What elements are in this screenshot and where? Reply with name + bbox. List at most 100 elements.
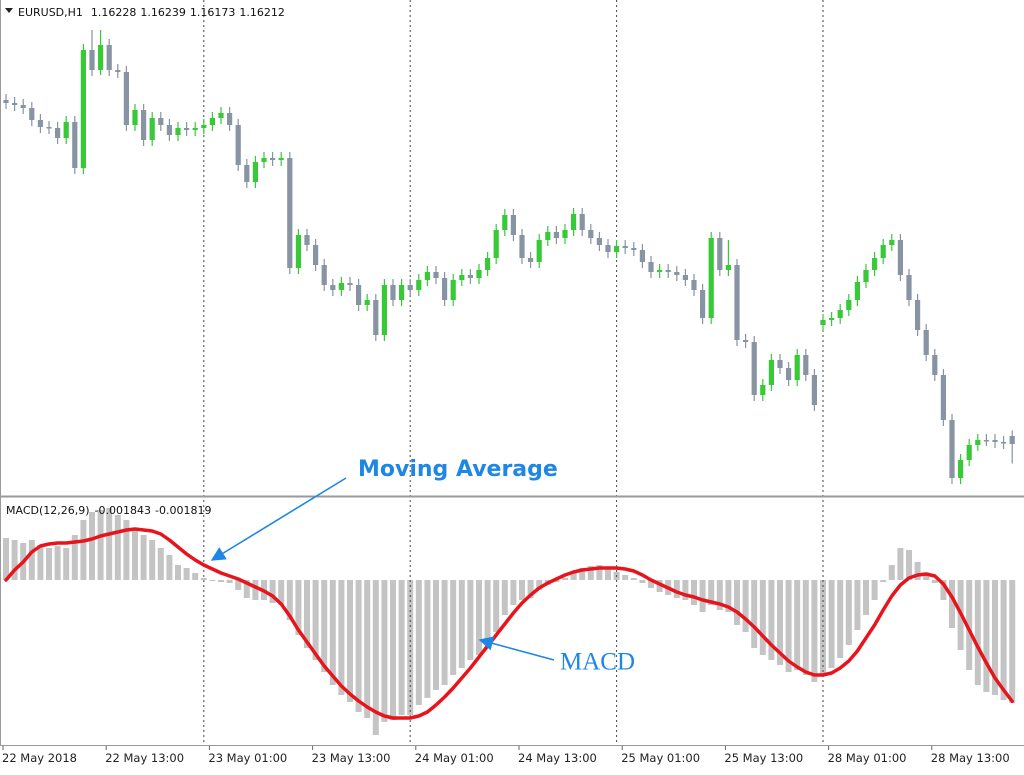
macd-histogram-bar bbox=[415, 580, 422, 705]
time-axis: 22 May 2018 22 May 13:00 23 May 01:00 23 Ma… bbox=[2, 746, 1010, 765]
candle-body bbox=[786, 368, 792, 380]
candle-body bbox=[29, 108, 35, 120]
macd-histogram-layer bbox=[3, 508, 1016, 735]
candle-body bbox=[932, 355, 938, 375]
candle-body bbox=[803, 355, 809, 375]
price-header: EURUSD,H1 1.16228 1.16239 1.16173 1.16212 bbox=[18, 6, 285, 19]
macd-histogram-bar bbox=[708, 580, 715, 605]
macd-histogram-bar bbox=[648, 580, 654, 588]
candle-body bbox=[794, 355, 800, 380]
candle-body bbox=[450, 280, 456, 300]
annotation-label: MACD bbox=[560, 649, 635, 676]
macd-histogram-bar bbox=[484, 580, 491, 648]
candle-body bbox=[20, 105, 26, 108]
candle-body bbox=[166, 125, 172, 135]
macd-histogram-bar bbox=[596, 565, 603, 580]
x-tick-label: 25 May 01:00 bbox=[621, 751, 700, 765]
macd-histogram-bar bbox=[906, 550, 912, 580]
candle-body bbox=[553, 232, 559, 238]
macd-histogram-bar bbox=[183, 568, 190, 580]
last-open: 1.16228 bbox=[91, 6, 137, 19]
candle-body bbox=[743, 340, 749, 342]
candle-body bbox=[562, 230, 568, 238]
candle-body bbox=[992, 440, 998, 442]
macd-histogram-bar bbox=[622, 575, 629, 580]
macd-histogram-bar bbox=[132, 530, 138, 580]
candle-body bbox=[682, 275, 688, 280]
candle-body bbox=[760, 385, 766, 395]
candle-body bbox=[768, 360, 774, 385]
macd-histogram-bar bbox=[845, 580, 852, 645]
macd-histogram-bar bbox=[820, 580, 826, 675]
macd-histogram-bar bbox=[467, 580, 474, 660]
macd-histogram-bar bbox=[940, 580, 947, 600]
macd-histogram-bar bbox=[390, 580, 396, 720]
candle-body bbox=[209, 118, 215, 125]
macd-histogram-bar bbox=[966, 580, 973, 670]
macd-histogram-bar bbox=[785, 580, 792, 672]
candle-body bbox=[399, 285, 405, 300]
macd-histogram-bar bbox=[433, 580, 439, 690]
last-low: 1.16173 bbox=[190, 6, 236, 19]
symbol-menu-icon[interactable] bbox=[5, 8, 13, 13]
candle-body bbox=[390, 285, 396, 300]
candle-body bbox=[313, 245, 319, 265]
macd-histogram-bar bbox=[725, 580, 732, 612]
macd-histogram-bar bbox=[209, 580, 216, 581]
macd-histogram-bar bbox=[880, 580, 887, 582]
candle-body bbox=[407, 285, 413, 290]
macd-histogram-bar bbox=[983, 580, 990, 692]
macd-histogram-bar bbox=[458, 580, 465, 668]
candle-body bbox=[459, 275, 465, 280]
macd-histogram-bar bbox=[811, 580, 818, 682]
candle-body bbox=[261, 158, 267, 162]
candle-body bbox=[123, 72, 129, 125]
candle-body bbox=[691, 280, 697, 290]
macd-histogram-bar bbox=[605, 568, 611, 580]
candle-body bbox=[579, 214, 585, 230]
candle-body bbox=[657, 270, 663, 272]
macd-histogram-bar bbox=[252, 580, 259, 600]
macd-histogram-bar bbox=[106, 508, 113, 580]
candle-body bbox=[141, 110, 147, 140]
candle-body bbox=[46, 127, 52, 129]
macd-histogram-bar bbox=[200, 578, 207, 580]
macd-histogram-bar bbox=[441, 580, 448, 685]
annotation-arrow bbox=[210, 477, 347, 561]
candle-body bbox=[708, 238, 714, 318]
macd-histogram-bar bbox=[278, 580, 285, 605]
candle-body bbox=[235, 125, 241, 165]
macd-histogram-bar bbox=[553, 580, 560, 582]
candle-body bbox=[98, 45, 104, 70]
candle-body bbox=[906, 275, 912, 300]
macd-histogram-bar bbox=[295, 580, 302, 635]
candle-body bbox=[347, 283, 353, 285]
symbol-title: EURUSD,H1 bbox=[18, 6, 83, 19]
candle-body bbox=[476, 270, 482, 278]
macd-histogram-bar bbox=[63, 548, 70, 580]
macd-histogram-bar bbox=[269, 580, 276, 603]
macd-histogram-bar bbox=[218, 580, 224, 582]
macd-histogram-bar bbox=[630, 578, 637, 580]
macd-histogram-bar bbox=[699, 580, 706, 612]
macd-histogram-bar bbox=[329, 580, 336, 685]
x-tick-label: 25 May 13:00 bbox=[724, 751, 803, 765]
macd-histogram-bar bbox=[777, 580, 783, 665]
macd-histogram-bar bbox=[11, 540, 18, 580]
candle-body bbox=[923, 330, 929, 355]
macd-histogram-bar bbox=[931, 580, 938, 583]
macd-histogram-bar bbox=[175, 565, 181, 580]
candle-body bbox=[665, 270, 671, 272]
candle-body bbox=[184, 128, 190, 130]
macd-histogram-bar bbox=[768, 580, 775, 660]
macd-last-signal: -0.001819 bbox=[155, 504, 211, 517]
candle-body bbox=[889, 240, 895, 245]
macd-histogram-bar bbox=[46, 548, 52, 580]
candle-body bbox=[467, 275, 473, 278]
macd-histogram-bar bbox=[751, 580, 758, 648]
candle-body bbox=[639, 250, 645, 262]
macd-histogram-bar bbox=[914, 562, 921, 580]
candles-layer bbox=[3, 30, 1015, 484]
candle-body bbox=[588, 230, 594, 238]
macd-histogram-bar bbox=[364, 580, 371, 718]
